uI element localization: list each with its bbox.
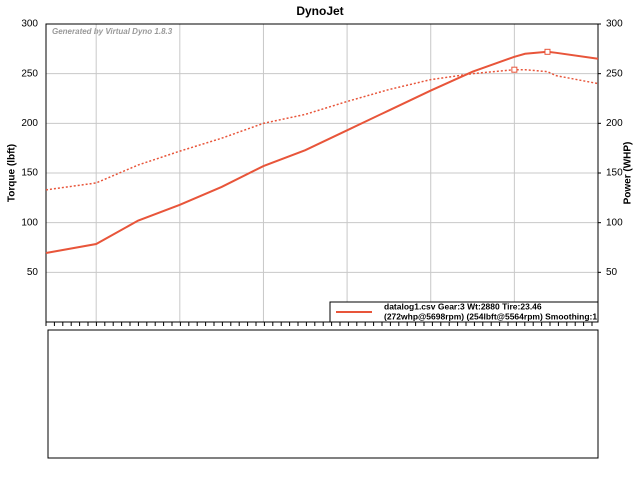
y-tick-label: 250 xyxy=(21,68,38,79)
y-tick-label: 200 xyxy=(21,118,38,129)
y2-tick-label: 150 xyxy=(606,168,623,179)
chart-title: DynoJet xyxy=(296,4,343,18)
y2-tick-label: 50 xyxy=(606,267,618,278)
subtitle: Generated by Virtual Dyno 1.8.3 xyxy=(52,27,173,36)
peak-marker xyxy=(544,48,551,55)
peak-marker xyxy=(511,66,518,73)
y-axis-label: Torque (lbft) xyxy=(7,144,18,202)
y-tick-label: 100 xyxy=(21,217,38,228)
legend-text: datalog1.csv Gear:3 Wt:2880 Tire:23.46 xyxy=(384,301,542,311)
legend-text: (272whp@5698rpm) (254lbft@5564rpm) Smoot… xyxy=(384,311,597,321)
y2-tick-label: 250 xyxy=(606,68,623,79)
series-line xyxy=(45,50,599,254)
series-line xyxy=(45,68,599,191)
plot: 50 100 150 200 250 300 50 100 150 200 250 300 datalo… xyxy=(21,19,623,326)
y-tick-label: 50 xyxy=(27,267,39,278)
y-tick-label: 150 xyxy=(21,168,38,179)
legend-box xyxy=(329,301,599,323)
y2-tick-label: 300 xyxy=(606,19,623,30)
y2-tick-label: 200 xyxy=(606,118,623,129)
plot-frame xyxy=(45,23,599,323)
y-tick-label: 300 xyxy=(21,19,38,30)
y2-tick-label: 100 xyxy=(606,217,623,228)
lower-panel xyxy=(47,329,599,459)
y2-axis-label: Power (WHP) xyxy=(623,142,634,205)
